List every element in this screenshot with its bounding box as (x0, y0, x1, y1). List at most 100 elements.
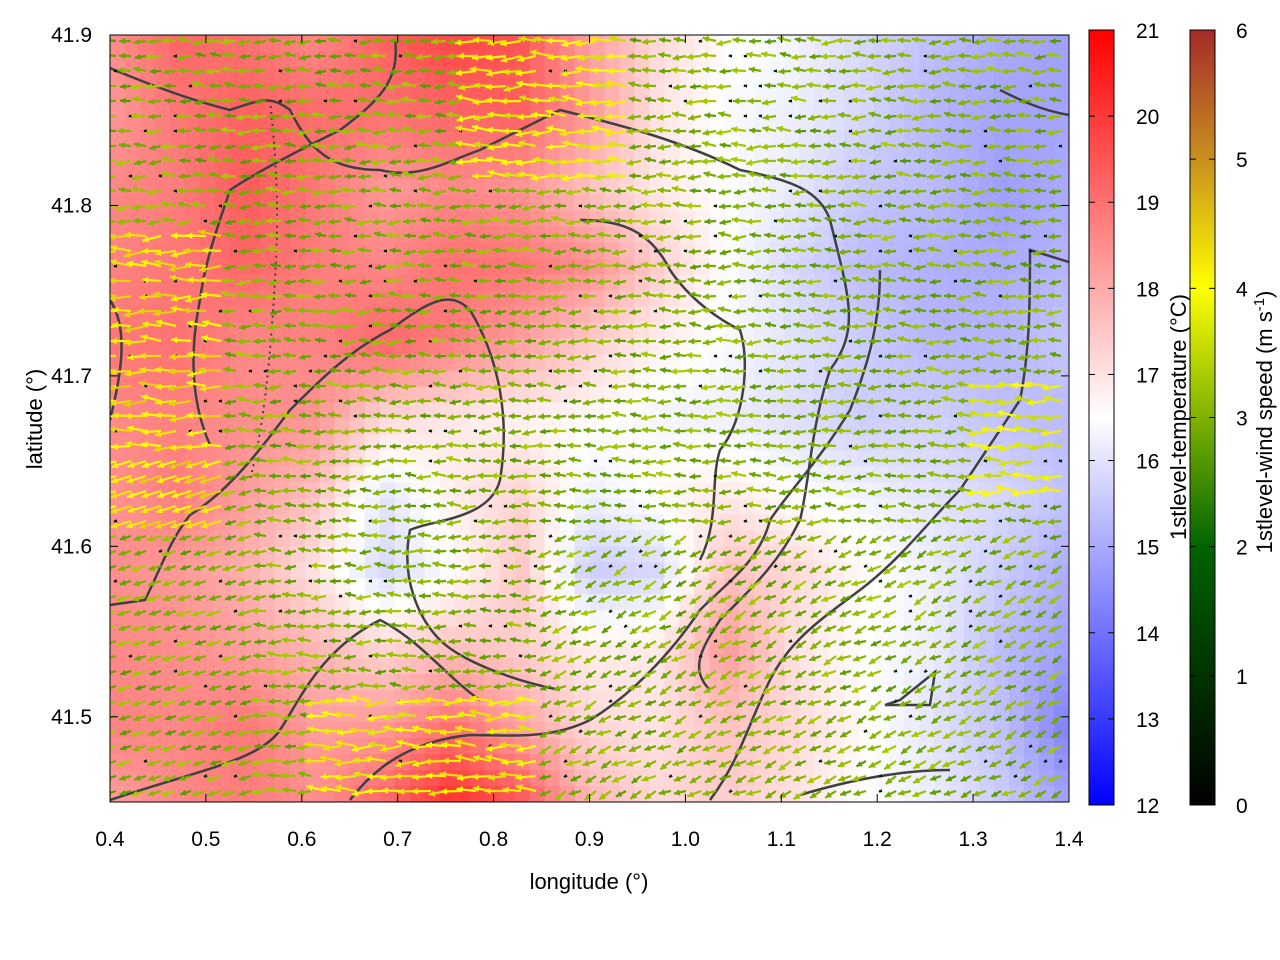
heatmap-cell (859, 50, 875, 68)
heatmap-cell (379, 594, 396, 611)
heatmap-cell (304, 50, 321, 68)
heatmap-cell (1024, 50, 1040, 68)
heatmap-cell (1054, 370, 1069, 388)
heatmap-cell (229, 146, 246, 164)
heatmap-cell (874, 194, 890, 212)
heatmap-cell (979, 546, 995, 563)
heatmap-cell (589, 626, 606, 643)
heatmap-cell (1009, 674, 1025, 691)
heatmap-cell (349, 450, 366, 468)
heatmap-cell (769, 258, 785, 276)
heatmap-cell (724, 50, 740, 68)
heatmap-cell (409, 450, 426, 468)
heatmap-cell (814, 706, 830, 723)
heatmap-cell (214, 770, 231, 787)
heatmap-cell (394, 178, 411, 196)
heatmap-cell (949, 786, 965, 802)
heatmap-cell (844, 258, 860, 276)
heatmap-cell (259, 530, 276, 547)
heatmap-cell (679, 146, 695, 164)
heatmap-cell (844, 226, 860, 244)
heatmap-cell (739, 514, 755, 531)
heatmap-cell (934, 450, 950, 468)
heatmap-cell (709, 290, 725, 308)
heatmap-cell (754, 210, 770, 228)
heatmap-cell (439, 35, 456, 52)
heatmap-cell (409, 690, 426, 707)
heatmap-cell (424, 274, 441, 292)
heatmap-cell (454, 690, 471, 707)
heatmap-cell (919, 450, 935, 468)
heatmap-cell (664, 226, 680, 244)
heatmap-cell (409, 658, 426, 675)
heatmap-cell (739, 98, 755, 116)
heatmap-cell (424, 114, 441, 132)
heatmap-cell (1009, 226, 1025, 244)
heatmap-cell (1024, 114, 1040, 132)
heatmap-cell (619, 146, 636, 164)
heatmap-cell (679, 226, 695, 244)
heatmap-cell (424, 50, 441, 68)
heatmap-cell (619, 274, 636, 292)
heatmap-cell (379, 706, 396, 723)
heatmap-cell (724, 242, 740, 260)
heatmap-cell (529, 66, 546, 84)
heatmap-cell (754, 786, 770, 802)
heatmap-cell (604, 194, 621, 212)
heatmap-cell (394, 98, 411, 116)
heatmap-cell (919, 146, 935, 164)
heatmap-cell (394, 786, 411, 802)
heatmap-cell (769, 274, 785, 292)
heatmap-cell (259, 306, 276, 324)
heatmap-cell (949, 130, 965, 148)
heatmap-cell (604, 514, 621, 531)
heatmap-cell (619, 242, 636, 260)
heatmap-cell (529, 274, 546, 292)
heatmap-cell (334, 98, 351, 116)
heatmap-cell (439, 50, 456, 68)
heatmap-cell (544, 146, 561, 164)
heatmap-cell (889, 35, 905, 52)
heatmap-cell (889, 146, 905, 164)
heatmap-cell (799, 242, 815, 260)
heatmap-cell (169, 130, 186, 148)
heatmap-cell (1009, 434, 1025, 452)
heatmap-cell (664, 194, 680, 212)
heatmap-cell (589, 82, 606, 100)
heatmap-cell (814, 242, 830, 260)
heatmap-cell (379, 194, 396, 212)
heatmap-cell (334, 594, 351, 611)
heatmap-cell (739, 498, 755, 515)
heatmap-cell (664, 610, 680, 627)
heatmap-cell (619, 35, 636, 52)
heatmap-cell (1039, 434, 1055, 452)
heatmap-cell (619, 50, 636, 68)
heatmap-cell (934, 738, 950, 755)
heatmap-cell (469, 226, 486, 244)
heatmap-cell (589, 178, 606, 196)
heatmap-cell (110, 130, 126, 148)
heatmap-cell (154, 722, 171, 739)
heatmap-cell (304, 226, 321, 244)
heatmap-cell (919, 242, 935, 260)
heatmap-cell (784, 226, 800, 244)
heatmap-cell (1054, 258, 1069, 276)
heatmap-cell (979, 754, 995, 771)
heatmap-cell (364, 98, 381, 116)
heatmap-cell (1024, 690, 1040, 707)
heatmap-cell (139, 114, 156, 132)
heatmap-cell (1054, 594, 1069, 611)
heatmap-cell (604, 722, 621, 739)
heatmap-cell (469, 290, 486, 308)
heatmap-cell (664, 114, 680, 132)
heatmap-cell (484, 274, 501, 292)
heatmap-cell (214, 274, 231, 292)
heatmap-cell (859, 690, 875, 707)
heatmap-cell (124, 274, 141, 292)
heatmap-cell (424, 450, 441, 468)
heatmap-cell (979, 594, 995, 611)
heatmap-cell (934, 194, 950, 212)
heatmap-cell (874, 50, 890, 68)
heatmap-cell (574, 690, 591, 707)
heatmap-cell (874, 770, 890, 787)
